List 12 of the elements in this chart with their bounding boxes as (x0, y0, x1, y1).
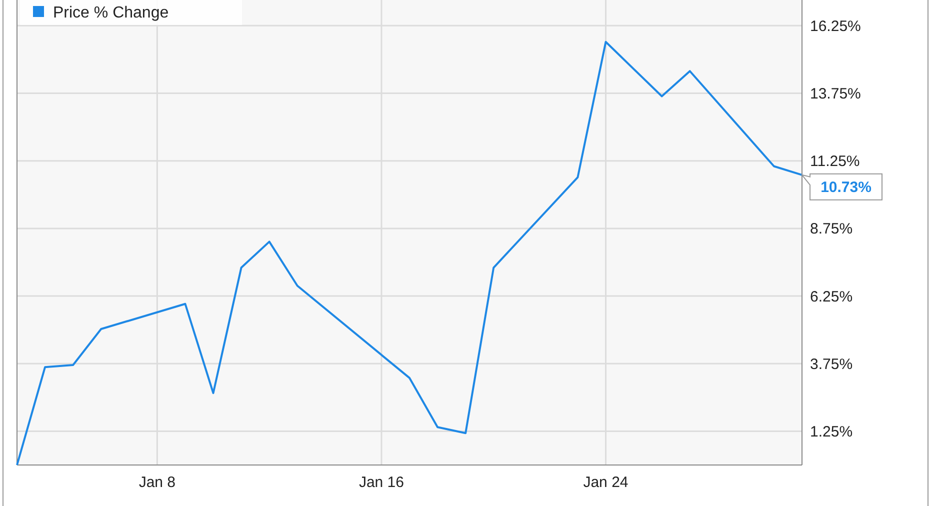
annotation: 10.73% (820, 179, 872, 196)
x-tick-label: Jan 24 (583, 474, 628, 491)
y-tick-label: 1.25% (810, 423, 853, 440)
legend-label: Price % Change (53, 4, 169, 22)
x-tick-label: Jan 16 (358, 474, 404, 491)
y-tick-label: 13.75% (810, 86, 861, 103)
x-tick-label: Jan 8 (138, 474, 176, 491)
y-tick-label: 11.25% (810, 153, 860, 170)
y-tick-label: 8.75% (810, 220, 853, 238)
y-tick-label: 6.25% (810, 288, 853, 306)
y-tick-label: 16.25% (810, 18, 861, 35)
y-tick-label: 3.75% (810, 356, 853, 373)
